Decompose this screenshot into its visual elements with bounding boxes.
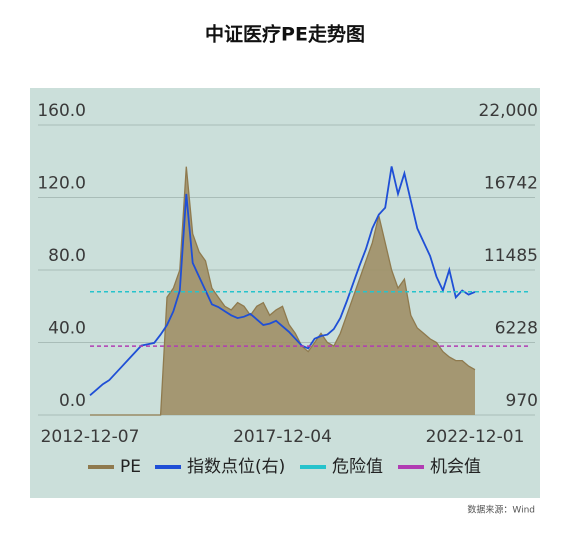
y2-tick-label: 16742 <box>484 174 538 194</box>
pe-line <box>90 166 476 416</box>
x-tick-label: 2012-12-07 <box>41 427 140 447</box>
legend-label: PE <box>120 457 141 477</box>
index-line <box>89 166 476 396</box>
y-tick-label: 80.0 <box>48 246 86 266</box>
y2-tick-label: 6228 <box>495 318 538 338</box>
x-tick-label: 2022-12-01 <box>426 427 525 447</box>
chart-title: 中证医疗PE走势图 <box>205 23 365 46</box>
legend-label: 指数点位(右) <box>187 457 285 477</box>
legend-label: 机会值 <box>430 457 481 477</box>
source: 数据来源：Wind <box>467 504 535 516</box>
pe-area <box>90 166 475 415</box>
y2-tick-label: 11485 <box>484 246 538 266</box>
y-tick-label: 40.0 <box>48 319 86 339</box>
y-tick-label: 120.0 <box>37 174 86 194</box>
y-tick-label: 0.0 <box>59 391 86 411</box>
y-tick-label: 160.0 <box>37 101 86 121</box>
x-tick-label: 2017-12-04 <box>233 427 332 447</box>
legend-label: 危险值 <box>332 457 383 477</box>
y2-tick-label: 22,000 <box>479 101 538 121</box>
y2-tick-label: 970 <box>506 391 538 411</box>
